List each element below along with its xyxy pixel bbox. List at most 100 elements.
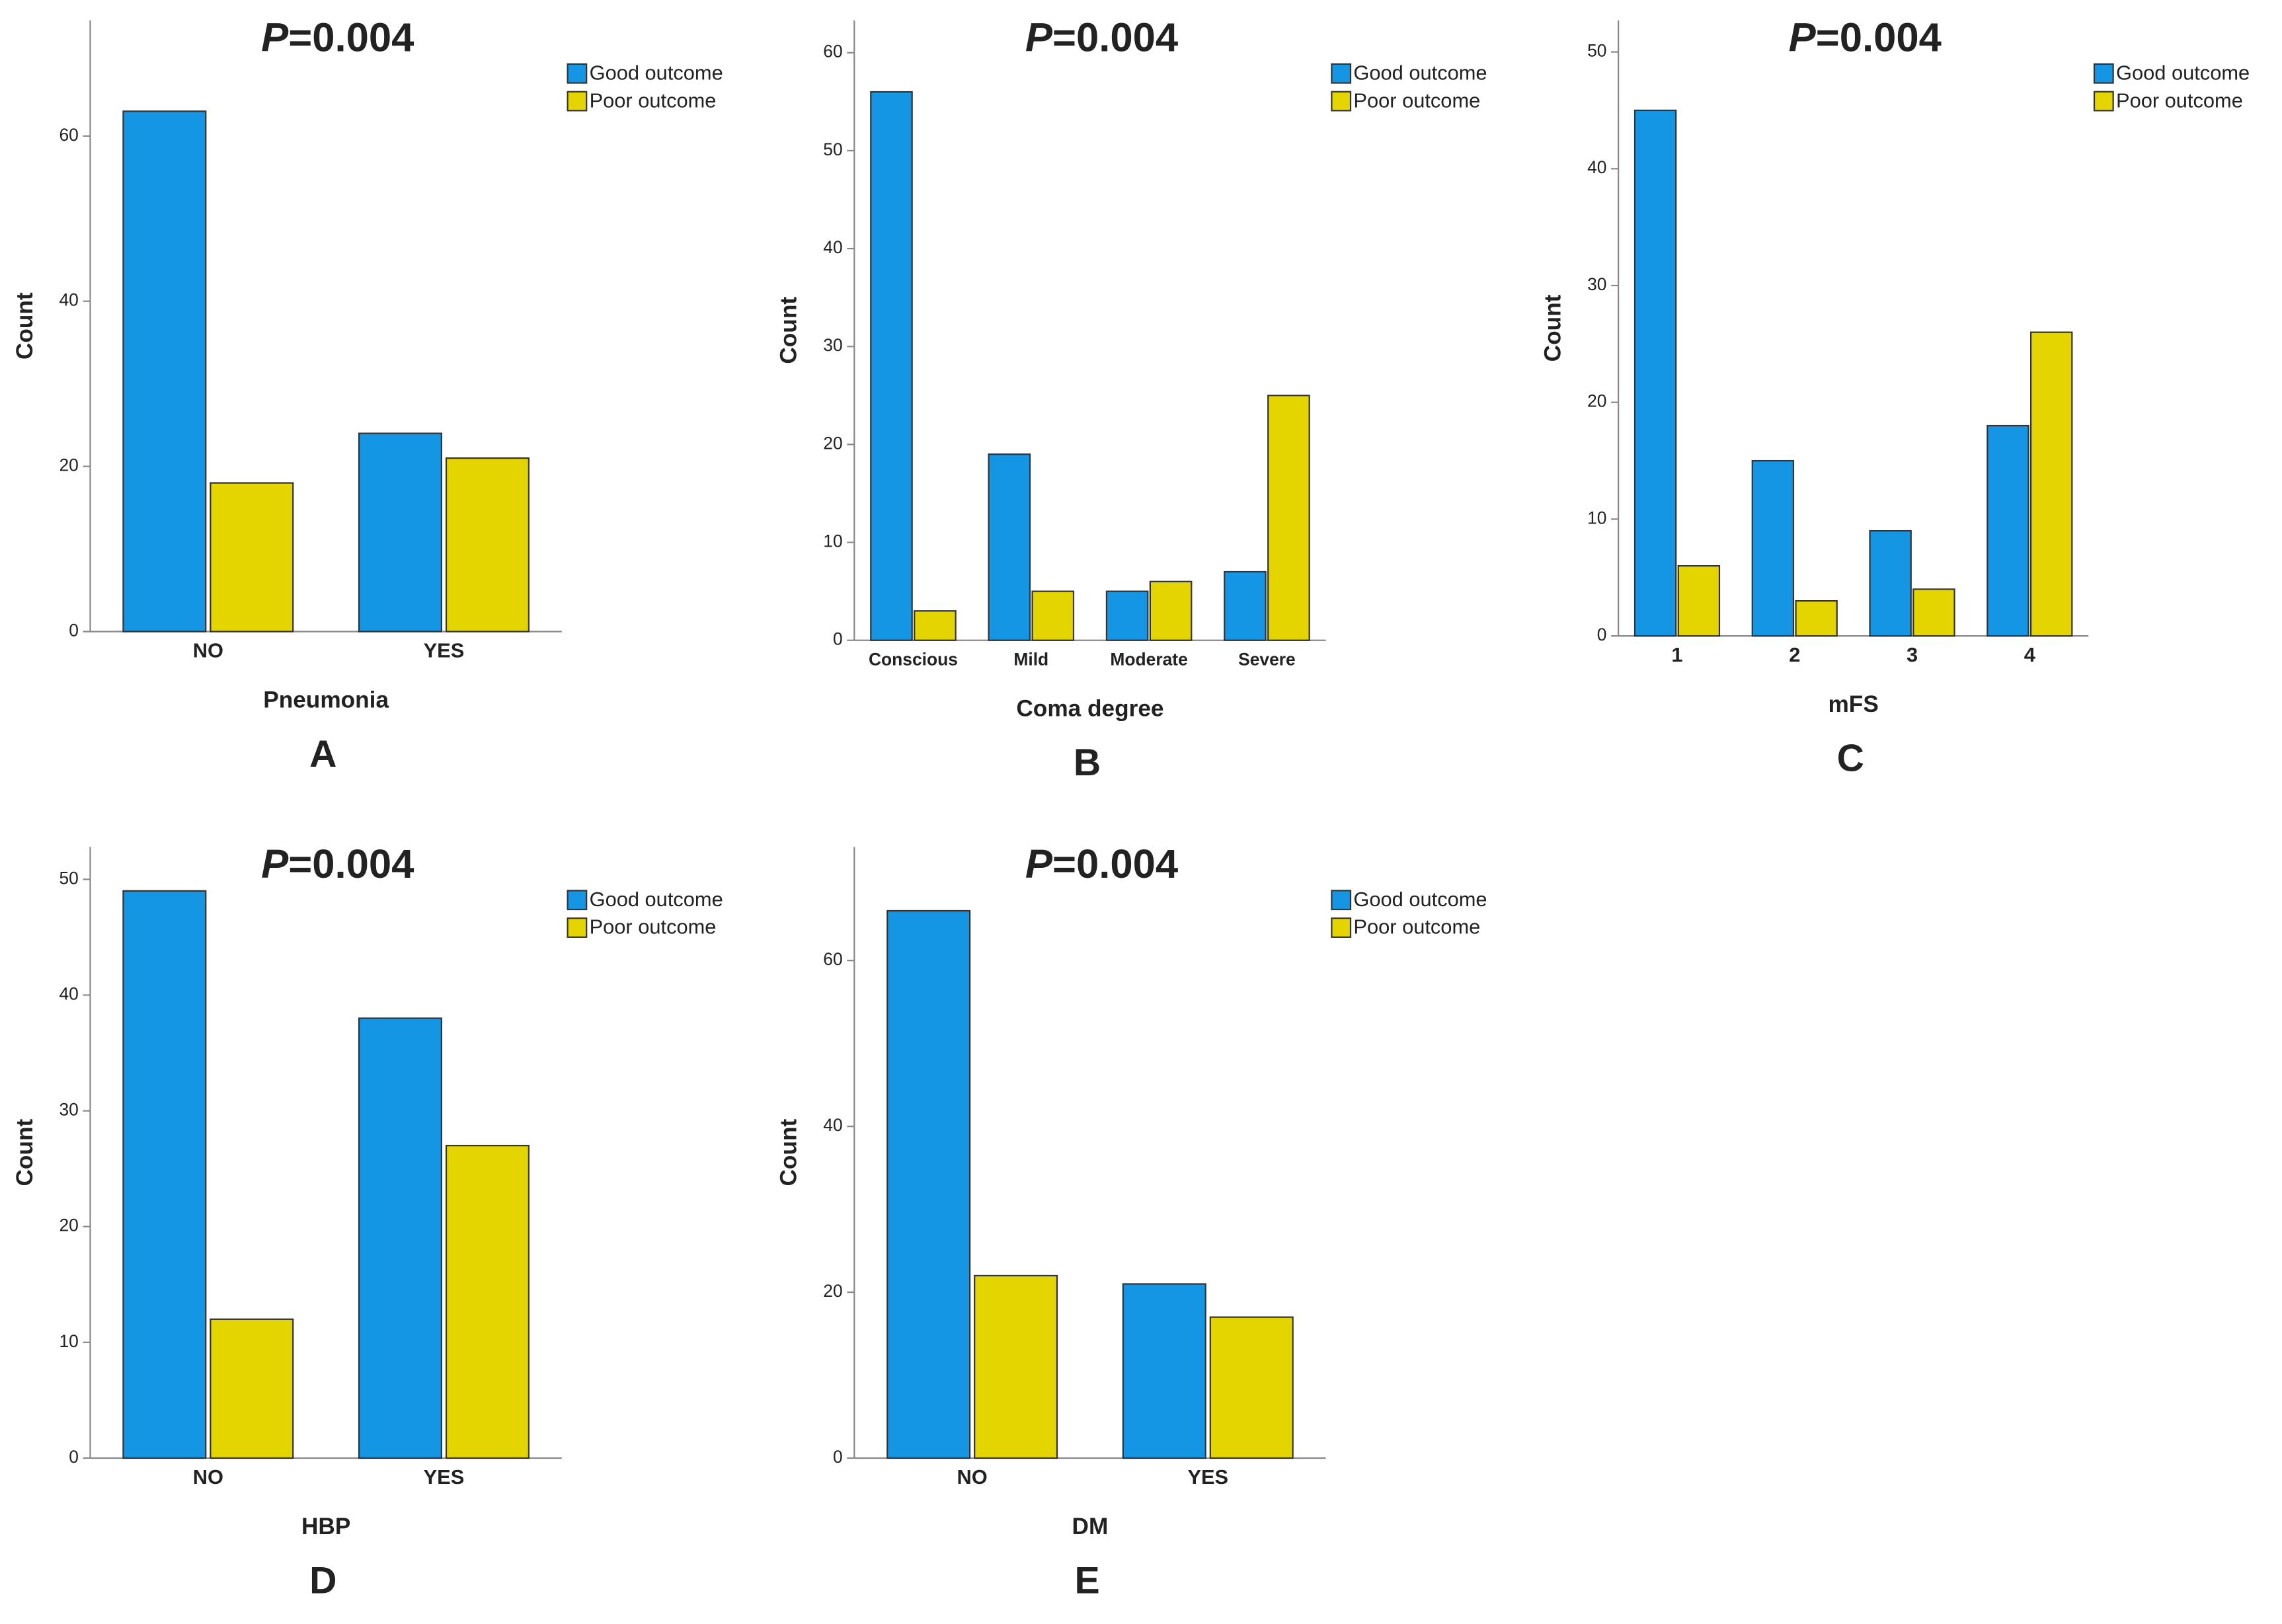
x-tick-label: YES (1187, 1465, 1228, 1489)
legend-label: Good outcome (1353, 888, 1487, 911)
y-tick-label: 40 (59, 984, 79, 1003)
legend-label: Poor outcome (2116, 89, 2243, 112)
bar (914, 610, 957, 641)
x-tick-label: NO (957, 1465, 988, 1489)
legend-label: Poor outcome (590, 915, 717, 939)
legend-swatch (567, 917, 588, 938)
panel-label: B (1074, 742, 1101, 784)
chart-title: P=0.004 (261, 841, 414, 887)
y-tick-label: 30 (823, 335, 842, 355)
y-tick-label: 0 (1597, 625, 1607, 644)
legend-swatch (1331, 63, 1352, 84)
panel-label: E (1074, 1559, 1099, 1602)
bar (210, 482, 294, 633)
x-tick-label: YES (424, 1465, 465, 1489)
title-italic: P (261, 15, 289, 61)
y-tick-label: 30 (1587, 274, 1606, 294)
bar (358, 1017, 443, 1459)
x-tick-label: Mild (1013, 650, 1048, 670)
bar (1031, 590, 1075, 641)
bar (1987, 424, 2029, 637)
y-axis-label: Count (12, 292, 38, 360)
legend-swatch (567, 91, 588, 112)
y-axis-label: Count (1540, 294, 1566, 362)
y-tick-label: 10 (823, 531, 842, 551)
bar (1633, 109, 1677, 637)
y-tick-label: 50 (1587, 41, 1606, 61)
x-axis-label: Pneumonia (263, 687, 389, 713)
bar (988, 453, 1031, 641)
y-tick-label: 20 (1587, 391, 1606, 411)
y-axis-label: Count (776, 1119, 802, 1186)
bar (210, 1318, 294, 1459)
chart-title: P=0.004 (261, 15, 414, 61)
bar (2029, 331, 2073, 637)
panel-label: D (309, 1559, 336, 1602)
y-tick-label: 60 (823, 949, 842, 969)
bar (974, 1274, 1058, 1459)
bar (445, 1145, 530, 1459)
bar (1224, 570, 1267, 641)
bar (886, 909, 971, 1459)
y-tick-label: 0 (833, 629, 843, 649)
legend-label: Good outcome (1353, 61, 1487, 84)
legend-swatch (1331, 917, 1352, 938)
x-tick-label: 2 (1789, 643, 1800, 666)
bar (358, 432, 443, 633)
y-tick-label: 20 (823, 1281, 842, 1301)
y-tick-label: 0 (69, 620, 79, 640)
y-axis-label: Count (776, 297, 802, 364)
x-tick-label: Conscious (869, 650, 958, 670)
legend-swatch (1331, 890, 1352, 911)
y-tick-label: 40 (823, 237, 842, 257)
panel-label: A (309, 733, 336, 775)
y-tick-label: 60 (59, 125, 79, 145)
y-tick-label: 10 (59, 1331, 79, 1351)
y-tick-label: 30 (59, 1100, 79, 1120)
bar (1267, 395, 1310, 641)
y-tick-label: 0 (833, 1447, 843, 1467)
legend-swatch (1331, 91, 1352, 112)
bar (1122, 1283, 1206, 1459)
x-axis-label: Coma degree (1016, 696, 1163, 722)
bar (1869, 529, 1912, 637)
bar (1149, 580, 1193, 641)
y-tick-label: 60 (823, 42, 842, 61)
legend-swatch (2093, 63, 2114, 84)
x-tick-label: Moderate (1110, 650, 1187, 670)
bar (1912, 588, 1955, 637)
x-tick-label: YES (424, 638, 465, 662)
legend-swatch (2093, 91, 2114, 112)
title-italic: P (261, 841, 289, 887)
legend-label: Poor outcome (1353, 89, 1480, 112)
x-tick-label: Severe (1238, 650, 1296, 670)
bar (1209, 1316, 1294, 1459)
title-italic: P (1789, 15, 1817, 61)
bar (1677, 564, 1721, 637)
panel-label: C (1837, 738, 1864, 780)
title-italic: P (1025, 15, 1053, 61)
legend-label: Good outcome (590, 888, 723, 911)
legend-swatch (567, 63, 588, 84)
x-axis-label: HBP (301, 1514, 350, 1539)
bar (870, 91, 913, 641)
bar (1751, 459, 1795, 637)
title-italic: P (1025, 841, 1053, 887)
y-tick-label: 40 (823, 1115, 842, 1135)
bar (122, 890, 207, 1459)
x-tick-label: NO (193, 1465, 223, 1489)
title-rest: =0.004 (1052, 15, 1178, 61)
legend-label: Good outcome (590, 61, 723, 84)
y-axis-label: Count (12, 1119, 38, 1186)
chart-title: P=0.004 (1025, 15, 1178, 61)
bar (1105, 590, 1149, 641)
legend-swatch (567, 890, 588, 911)
y-tick-label: 20 (59, 455, 79, 475)
legend-label: Poor outcome (1353, 915, 1480, 939)
x-tick-label: 3 (1907, 643, 1918, 666)
bar (1795, 600, 1838, 637)
y-tick-label: 40 (59, 290, 79, 310)
y-tick-label: 40 (1587, 157, 1606, 177)
